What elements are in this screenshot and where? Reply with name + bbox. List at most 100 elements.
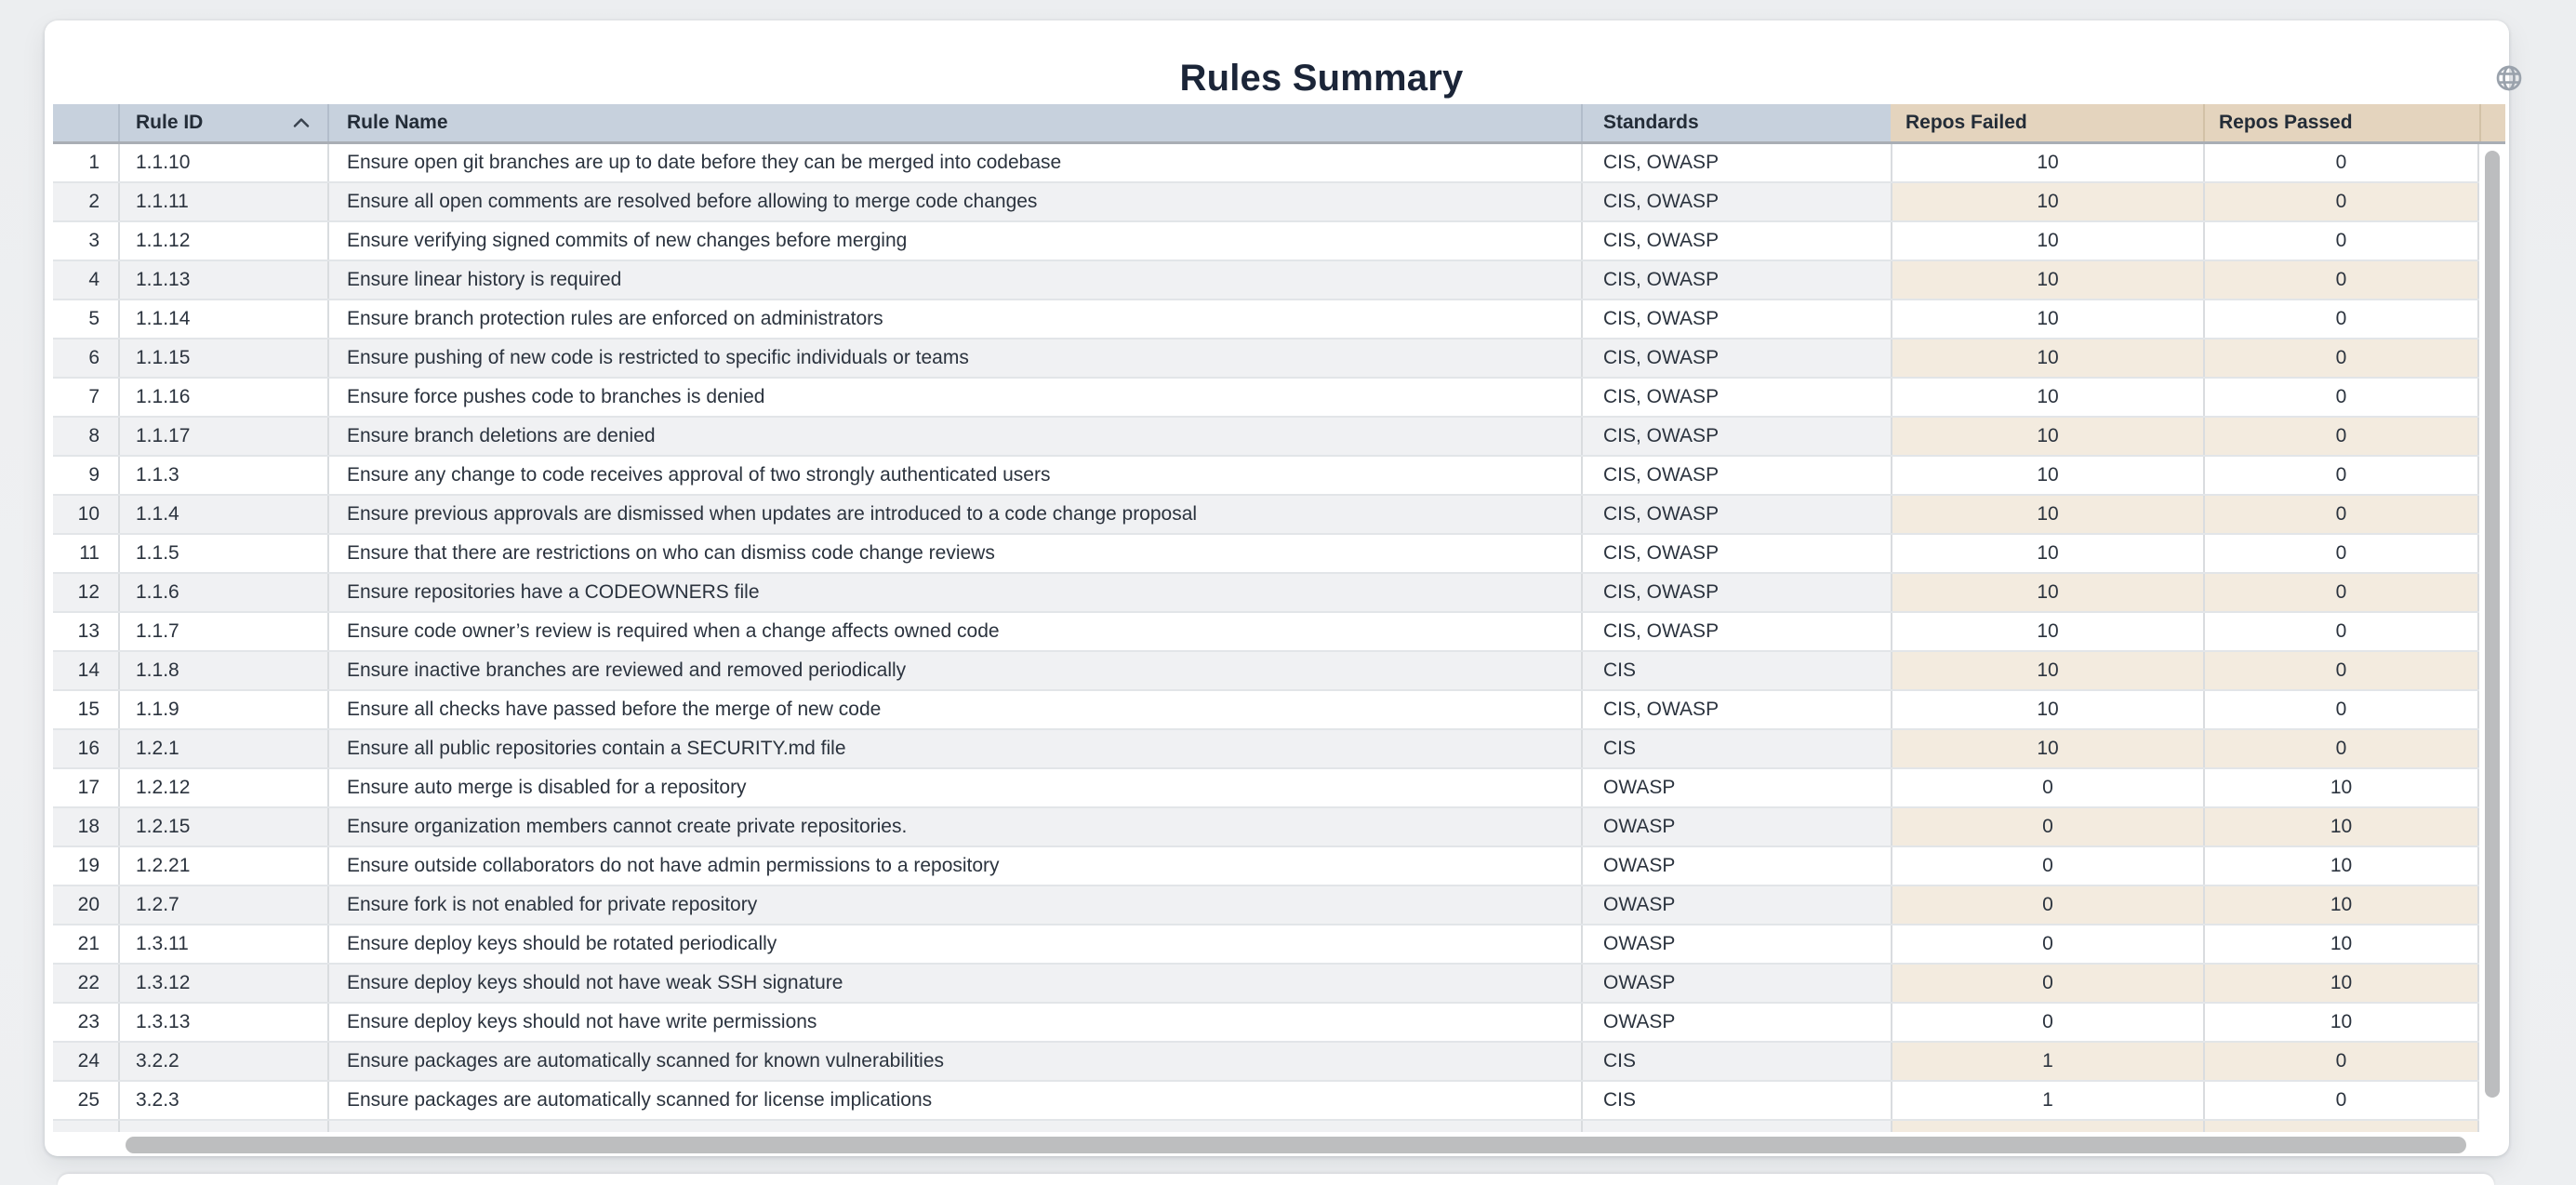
column-header-rule_name[interactable]: Rule Name [327, 104, 1581, 141]
table-row: 17 1.2.12 Ensure auto merge is disabled fo… [53, 769, 2479, 808]
cell-rule-name: Ensure packages are automatically scanne… [327, 1082, 1581, 1119]
cell-rule-name: Ensure deploy keys should be rotated per… [327, 925, 1581, 963]
cell-rule-name: Ensure fork is not enabled for private r… [327, 886, 1581, 924]
cell-rule-name: Ensure packages are automatically scanne… [327, 1043, 1581, 1080]
cell-repos-passed: 0 [2203, 222, 2479, 260]
cell-rule-id: 1.1.13 [118, 261, 327, 299]
cell-rule-name: Ensure branch deletions are denied [327, 418, 1581, 455]
cell-rule-id: 1.1.17 [118, 418, 327, 455]
cell-rule-name: Ensure all checks have passed before the… [327, 691, 1581, 728]
cell-standards: CIS, OWASP [1581, 340, 1891, 377]
column-header-standards[interactable]: Standards [1581, 104, 1891, 141]
cell-standards: CIS, OWASP [1581, 379, 1891, 416]
table-row: 3 1.1.12 Ensure verifying signed commits o… [53, 222, 2479, 261]
vertical-scrollbar-thumb[interactable] [2485, 151, 2500, 1098]
cell-rule-name: Ensure branch protection rules are enfor… [327, 300, 1581, 338]
cell-repos-passed: 0 [2203, 496, 2479, 533]
cell-repos-failed: 10 [1891, 574, 2203, 611]
table-row-partial [53, 1121, 2479, 1132]
cell-rule-name: Ensure repositories have a CODEOWNERS fi… [327, 574, 1581, 611]
cell-rule-name: Ensure verifying signed commits of new c… [327, 222, 1581, 260]
table-row: 1 1.1.10 Ensure open git branches are up t… [53, 144, 2479, 183]
cell-rule-id: 1.3.13 [118, 1004, 327, 1041]
cell-repos-passed: 0 [2203, 300, 2479, 338]
table-row: 7 1.1.16 Ensure force pushes code to branc… [53, 379, 2479, 418]
cell-row-number: 19 [53, 847, 118, 885]
column-header-rule_id[interactable]: Rule ID [118, 104, 327, 141]
cell-row-number: 17 [53, 769, 118, 806]
column-header-label: Repos Passed [2219, 112, 2353, 133]
cell-rule-id: 1.1.3 [118, 457, 327, 494]
cell-rule-name: Ensure inactive branches are reviewed an… [327, 652, 1581, 689]
cell-row-number: 10 [53, 496, 118, 533]
cell-repos-passed: 0 [2203, 691, 2479, 728]
cell-row-number: 25 [53, 1082, 118, 1119]
cell-repos-failed: 10 [1891, 730, 2203, 767]
cell-repos-passed: 0 [2203, 183, 2479, 220]
cell-standards: CIS [1581, 1082, 1891, 1119]
cell-standards: OWASP [1581, 886, 1891, 924]
column-header-repos_passed[interactable]: Repos Passed [2203, 104, 2479, 141]
cell-repos-passed: 0 [2203, 379, 2479, 416]
cell-rule-name: Ensure that there are restrictions on wh… [327, 535, 1581, 572]
cell-standards: CIS, OWASP [1581, 613, 1891, 650]
cell-standards: CIS [1581, 1043, 1891, 1080]
cell-rule-id: 1.1.15 [118, 340, 327, 377]
cell-repos-failed: 10 [1891, 300, 2203, 338]
cell-repos-failed: 10 [1891, 261, 2203, 299]
cell-standards: OWASP [1581, 847, 1891, 885]
cell-standards: CIS, OWASP [1581, 300, 1891, 338]
cell-row-number: 8 [53, 418, 118, 455]
table-body: 1 1.1.10 Ensure open git branches are up t… [53, 144, 2479, 1132]
cell-rule-id: 3.2.2 [118, 1043, 327, 1080]
cell-row-number: 12 [53, 574, 118, 611]
cell-rule-name: Ensure force pushes code to branches is … [327, 379, 1581, 416]
cell-rule-id: 1.2.12 [118, 769, 327, 806]
column-header-repos_failed[interactable]: Repos Failed [1891, 104, 2203, 141]
cell-clipped [1891, 1121, 2203, 1132]
cell-repos-failed: 0 [1891, 1004, 2203, 1041]
table-row: 15 1.1.9 Ensure all checks have passed bef… [53, 691, 2479, 730]
cell-standards: CIS, OWASP [1581, 222, 1891, 260]
cell-repos-passed: 0 [2203, 340, 2479, 377]
cell-repos-failed: 0 [1891, 769, 2203, 806]
cell-standards: OWASP [1581, 769, 1891, 806]
table-row: 4 1.1.13 Ensure linear history is required… [53, 261, 2479, 300]
cell-rule-id: 1.1.4 [118, 496, 327, 533]
cell-standards: CIS, OWASP [1581, 183, 1891, 220]
cell-rule-id: 1.1.16 [118, 379, 327, 416]
cell-repos-failed: 10 [1891, 535, 2203, 572]
cell-standards: CIS, OWASP [1581, 457, 1891, 494]
cell-standards: CIS [1581, 652, 1891, 689]
cell-rule-name: Ensure code owner’s review is required w… [327, 613, 1581, 650]
cell-rule-id: 1.1.12 [118, 222, 327, 260]
cell-clipped [118, 1121, 327, 1132]
table-row: 5 1.1.14 Ensure branch protection rules ar… [53, 300, 2479, 340]
cell-row-number: 20 [53, 886, 118, 924]
cell-repos-passed: 0 [2203, 730, 2479, 767]
cell-repos-failed: 10 [1891, 457, 2203, 494]
cell-repos-failed: 1 [1891, 1082, 2203, 1119]
cell-row-number: 5 [53, 300, 118, 338]
cell-repos-passed: 10 [2203, 769, 2479, 806]
globe-icon[interactable] [2494, 63, 2524, 93]
cell-rule-id: 1.1.8 [118, 652, 327, 689]
cell-repos-failed: 0 [1891, 847, 2203, 885]
column-header-row-number [53, 104, 118, 141]
cell-row-number: 1 [53, 144, 118, 181]
cell-rule-name: Ensure organization members cannot creat… [327, 808, 1581, 845]
cell-repos-passed: 10 [2203, 925, 2479, 963]
cell-repos-passed: 0 [2203, 535, 2479, 572]
table-row: 2 1.1.11 Ensure all open comments are reso… [53, 183, 2479, 222]
table-row: 25 3.2.3 Ensure packages are automatically… [53, 1082, 2479, 1121]
cell-rule-name: Ensure linear history is required [327, 261, 1581, 299]
cell-repos-failed: 10 [1891, 496, 2203, 533]
cell-rule-name: Ensure outside collaborators do not have… [327, 847, 1581, 885]
cell-repos-passed: 0 [2203, 418, 2479, 455]
table-header-row: Rule ID Rule Name Standards Repos Failed Rep… [53, 104, 2505, 144]
cell-rule-name: Ensure deploy keys should not have weak … [327, 965, 1581, 1002]
cell-rule-id: 1.1.10 [118, 144, 327, 181]
horizontal-scrollbar-thumb[interactable] [126, 1137, 2466, 1153]
cell-row-number: 13 [53, 613, 118, 650]
table-row: 11 1.1.5 Ensure that there are restriction… [53, 535, 2479, 574]
